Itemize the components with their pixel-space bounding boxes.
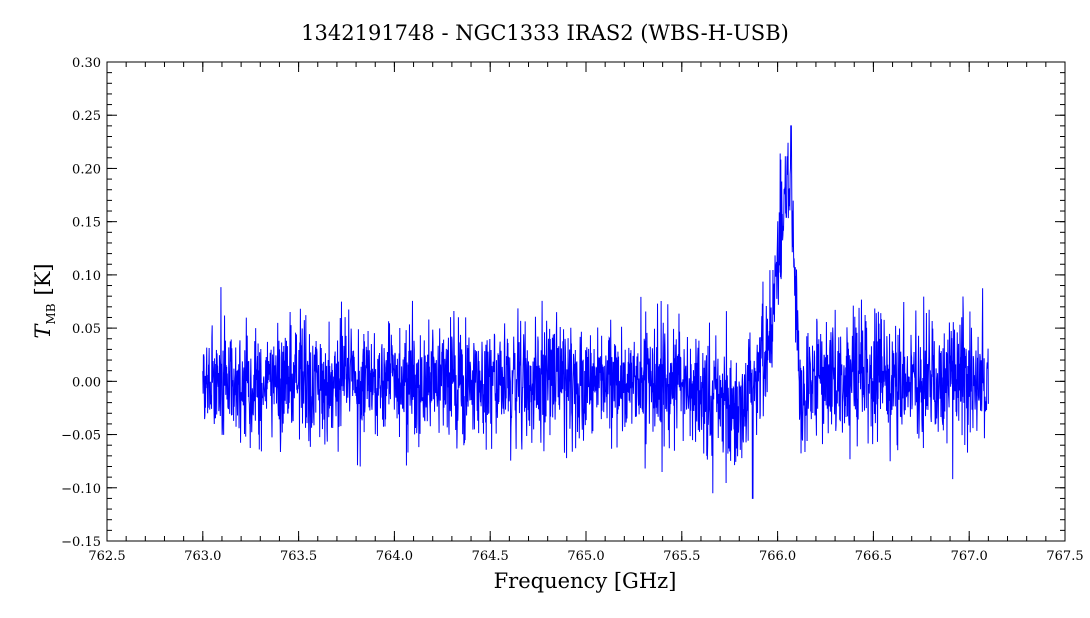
- x-tick-label: 766.0: [759, 549, 796, 564]
- x-axis-title: Frequency [GHz]: [494, 569, 677, 593]
- y-tick-label: 0.00: [72, 375, 101, 390]
- chart-title: 1342191748 - NGC1333 IRAS2 (WBS-H-USB): [301, 21, 789, 45]
- y-tick-label: 0.15: [72, 216, 101, 231]
- x-tick-label: 766.5: [855, 549, 892, 564]
- y-tick-label: 0.25: [72, 109, 101, 124]
- x-tick-label: 764.5: [472, 549, 509, 564]
- y-axis-title-unit: [K]: [31, 263, 55, 295]
- axes-frame: [106, 61, 1066, 542]
- x-tick-label: 765.0: [567, 549, 604, 564]
- y-tick-label: 0.05: [72, 322, 101, 337]
- y-tick-label: −0.05: [61, 429, 101, 444]
- x-tick-label: 765.5: [663, 549, 700, 564]
- x-tick-label: 763.0: [184, 549, 221, 564]
- y-axis-title-subscript: MB: [44, 303, 58, 324]
- x-tick-label: 767.5: [1046, 549, 1083, 564]
- plot-area: [202, 125, 989, 499]
- y-axis-title: TMB [K]: [31, 263, 58, 338]
- x-tick-label: 764.0: [376, 549, 413, 564]
- spectrum-line: [202, 125, 989, 499]
- x-tick-label: 762.5: [88, 549, 125, 564]
- y-tick-label: −0.15: [61, 535, 101, 550]
- y-tick-label: 0.20: [72, 162, 101, 177]
- axis-ticks: 762.5 763.0 763.5 764.0 764.5 765.0 765.5 766.0…: [61, 56, 1083, 564]
- y-axis-title-symbol: T: [31, 323, 55, 339]
- x-tick-label: 763.5: [280, 549, 317, 564]
- y-tick-label: 0.30: [72, 56, 101, 71]
- y-tick-label: −0.10: [61, 482, 101, 497]
- x-tick-label: 767.0: [951, 549, 988, 564]
- y-tick-label: 0.10: [72, 269, 101, 284]
